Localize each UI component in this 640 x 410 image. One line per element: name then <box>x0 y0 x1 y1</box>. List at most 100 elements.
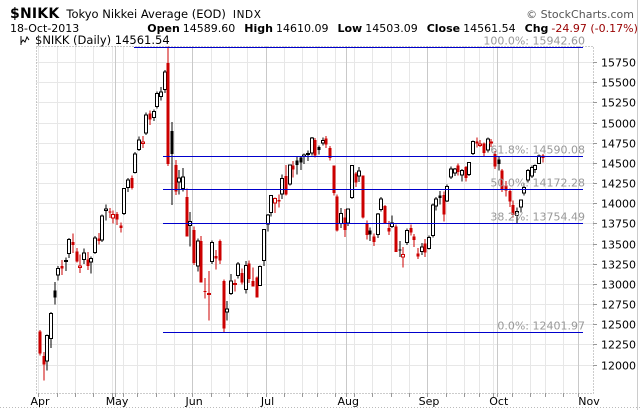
candle <box>522 183 526 196</box>
candle <box>71 233 75 253</box>
candle <box>188 211 192 247</box>
y-axis-label: 15500 <box>601 77 636 90</box>
candle <box>277 194 281 208</box>
y-axis-label: 14750 <box>601 138 636 151</box>
candle <box>199 236 203 283</box>
candle <box>280 174 284 199</box>
candle <box>284 164 288 196</box>
month-label: Oct <box>489 395 509 408</box>
candle <box>449 166 453 179</box>
candle <box>210 240 214 265</box>
candle <box>460 168 464 182</box>
y-axis-label: 12000 <box>601 360 636 373</box>
candle <box>379 197 383 212</box>
candle <box>497 156 501 171</box>
fib-label: 38.2%: 13754.49 <box>490 211 585 224</box>
candle <box>75 248 79 263</box>
candle <box>133 151 137 174</box>
candle <box>42 352 46 381</box>
month-label: Jun <box>185 395 203 408</box>
candle <box>236 262 240 279</box>
candle <box>489 138 493 148</box>
candle <box>53 281 57 305</box>
month-label: Aug <box>338 395 359 408</box>
candle <box>262 228 266 266</box>
candle <box>467 161 471 177</box>
candle <box>86 252 90 270</box>
candle <box>306 150 310 161</box>
candle <box>229 274 233 296</box>
candle <box>269 194 273 217</box>
open-quote: Open 14589.60 <box>147 22 236 35</box>
candle <box>49 312 53 348</box>
candle <box>64 257 68 271</box>
candle <box>357 166 361 183</box>
candle <box>332 165 336 196</box>
copyright: © StockCharts.com <box>526 8 634 21</box>
candle <box>412 233 416 247</box>
candle <box>144 112 148 135</box>
change-quote: Chg -24.97 (-0.17%) <box>524 22 638 35</box>
low-quote: Low 14503.09 <box>337 22 418 35</box>
candle <box>310 136 314 156</box>
candle <box>56 265 60 281</box>
candle <box>387 220 391 235</box>
candle <box>519 199 523 213</box>
candle <box>365 220 369 240</box>
y-axis-label: 15000 <box>601 118 636 131</box>
high-quote: High 14610.09 <box>244 22 329 35</box>
y-axis-label: 13500 <box>601 239 636 252</box>
candle <box>251 267 255 287</box>
month-label: Jul <box>260 395 274 408</box>
candle <box>122 187 126 216</box>
candle <box>214 249 218 270</box>
candle <box>100 214 104 243</box>
candle <box>427 235 431 250</box>
candle <box>155 91 159 109</box>
candle <box>464 166 468 182</box>
month-label: Nov <box>578 395 600 408</box>
candle <box>181 168 185 192</box>
candle <box>401 246 405 268</box>
candle <box>78 254 82 274</box>
candle <box>97 233 101 245</box>
candle <box>45 334 49 371</box>
y-axis-label: 15250 <box>601 97 636 110</box>
candle <box>390 215 394 228</box>
candle <box>185 188 189 237</box>
candle <box>405 228 409 245</box>
candle <box>207 271 211 321</box>
candle <box>203 278 207 299</box>
candle <box>141 136 145 148</box>
candle <box>130 175 134 190</box>
y-axis-label: 13000 <box>601 279 636 292</box>
y-axis-label: 14250 <box>601 178 636 191</box>
candle <box>372 233 376 246</box>
chart-legend: $NIKK (Daily) 14561.54 <box>20 33 170 47</box>
candle <box>508 188 512 208</box>
candle <box>93 236 97 255</box>
candle <box>152 109 156 121</box>
candle <box>196 238 200 272</box>
y-axis-label: 14000 <box>601 198 636 211</box>
candle <box>504 181 508 197</box>
month-label: May <box>106 395 129 408</box>
candle <box>222 279 226 333</box>
y-axis-label: 12750 <box>601 299 636 312</box>
candle <box>170 122 174 205</box>
candle <box>273 197 277 214</box>
symbol: $NIKK <box>10 6 60 22</box>
candle <box>218 239 222 265</box>
candle <box>537 154 541 165</box>
candle <box>416 247 420 259</box>
candle <box>247 260 251 284</box>
candle <box>350 165 354 200</box>
plot-border <box>36 46 594 394</box>
title-bar: $NIKK Tokyo Nikkei Average (EOD) INDX © … <box>10 6 634 22</box>
candle <box>244 261 248 294</box>
candle <box>291 161 295 178</box>
candle <box>67 238 71 258</box>
candle <box>493 151 497 169</box>
candle <box>526 168 530 183</box>
